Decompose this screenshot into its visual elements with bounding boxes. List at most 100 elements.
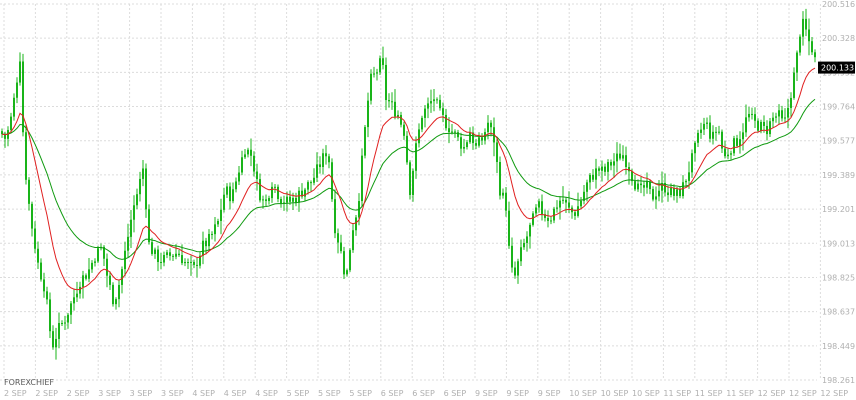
candle-body [223, 194, 225, 210]
x-tick-label: 3 SEP [98, 389, 121, 398]
candle-body [793, 72, 795, 98]
candle-body [139, 178, 141, 195]
x-tick-label: 5 SEP [318, 389, 341, 398]
candle-body [811, 41, 813, 53]
candle-body [613, 161, 615, 166]
candle-body [79, 286, 81, 294]
y-tick-label: 199.764 [822, 103, 855, 112]
candle-body [367, 100, 369, 128]
candle-body [616, 153, 618, 162]
x-tick-label: 6 SEP [412, 389, 435, 398]
candle-body [508, 210, 510, 246]
candle-body [652, 189, 654, 200]
candle-body [154, 249, 156, 254]
candle-body [799, 36, 801, 53]
candle-body [181, 255, 183, 264]
candle-body [4, 134, 6, 139]
candle-body [214, 224, 216, 235]
candle-body [403, 124, 405, 136]
candle-body [334, 199, 336, 234]
candle-body [634, 181, 636, 190]
candle-body [337, 233, 339, 243]
candle-body [349, 250, 351, 271]
candle-body [424, 108, 426, 118]
candle-body [586, 182, 588, 192]
candle-body [688, 172, 690, 181]
candle-body [727, 154, 729, 157]
candle-body [505, 192, 507, 211]
candle-body [331, 162, 333, 200]
candle-body [721, 131, 723, 149]
x-tick-label: 10 SEP [601, 389, 629, 398]
candle-body [280, 198, 282, 204]
candle-body [655, 196, 657, 200]
candle-body [43, 279, 45, 292]
x-tick-label: 5 SEP [349, 389, 372, 398]
candle-body [604, 166, 606, 172]
candle-body [61, 323, 63, 325]
candle-body [304, 189, 306, 197]
candle-body [58, 323, 60, 339]
candle-body [739, 139, 741, 146]
candle-body [451, 131, 453, 133]
candle-body [148, 209, 150, 243]
candle-body [766, 125, 768, 135]
candle-body [442, 108, 444, 115]
candle-body [400, 114, 402, 125]
candle-body [415, 143, 417, 171]
candle-body [355, 217, 357, 231]
candle-body [715, 131, 717, 133]
candle-body [94, 261, 96, 263]
candle-body [115, 299, 117, 305]
candle-body [103, 246, 105, 259]
candle-body [187, 262, 189, 264]
candle-body [160, 261, 162, 263]
candle-body [475, 143, 477, 146]
candle-body [526, 236, 528, 243]
candle-body [433, 99, 435, 102]
candle-body [541, 201, 543, 215]
candle-body [718, 131, 720, 133]
x-tick-label: 2 SEP [35, 389, 58, 398]
candle-body [622, 155, 624, 159]
candle-body [517, 261, 519, 276]
candle-body [712, 131, 714, 139]
candle-body [268, 198, 270, 202]
x-tick-label: 6 SEP [444, 389, 467, 398]
candle-body [76, 293, 78, 298]
candle-body [592, 174, 594, 180]
candle-body [241, 157, 243, 173]
candle-body [757, 120, 759, 131]
x-tick-label: 3 SEP [130, 389, 153, 398]
candle-body [679, 189, 681, 197]
candle-body [568, 202, 570, 208]
y-tick-label: 199.577 [822, 137, 855, 146]
candle-body [361, 155, 363, 202]
candle-body [343, 251, 345, 275]
candle-body [394, 101, 396, 117]
candle-body [445, 114, 447, 129]
candle-body [709, 122, 711, 139]
candle-body [502, 192, 504, 196]
candle-body [790, 97, 792, 108]
x-tick-label: 3 SEP [161, 389, 184, 398]
candle-body [13, 97, 15, 117]
fast-moving-average-line [1, 67, 816, 291]
candle-body [805, 18, 807, 30]
candle-body [340, 242, 342, 252]
candle-body [730, 153, 732, 155]
candle-body [307, 182, 309, 190]
candle-body [184, 262, 186, 264]
candle-body [598, 168, 600, 171]
candle-body [565, 199, 567, 203]
candle-body [88, 269, 90, 279]
candle-body [547, 217, 549, 221]
candle-body [751, 113, 753, 115]
candle-body [238, 172, 240, 182]
candle-body [550, 220, 552, 222]
candle-body [520, 247, 522, 262]
candle-body [796, 52, 798, 73]
candle-body [295, 197, 297, 203]
candle-body [19, 61, 21, 83]
candle-body [316, 164, 318, 178]
